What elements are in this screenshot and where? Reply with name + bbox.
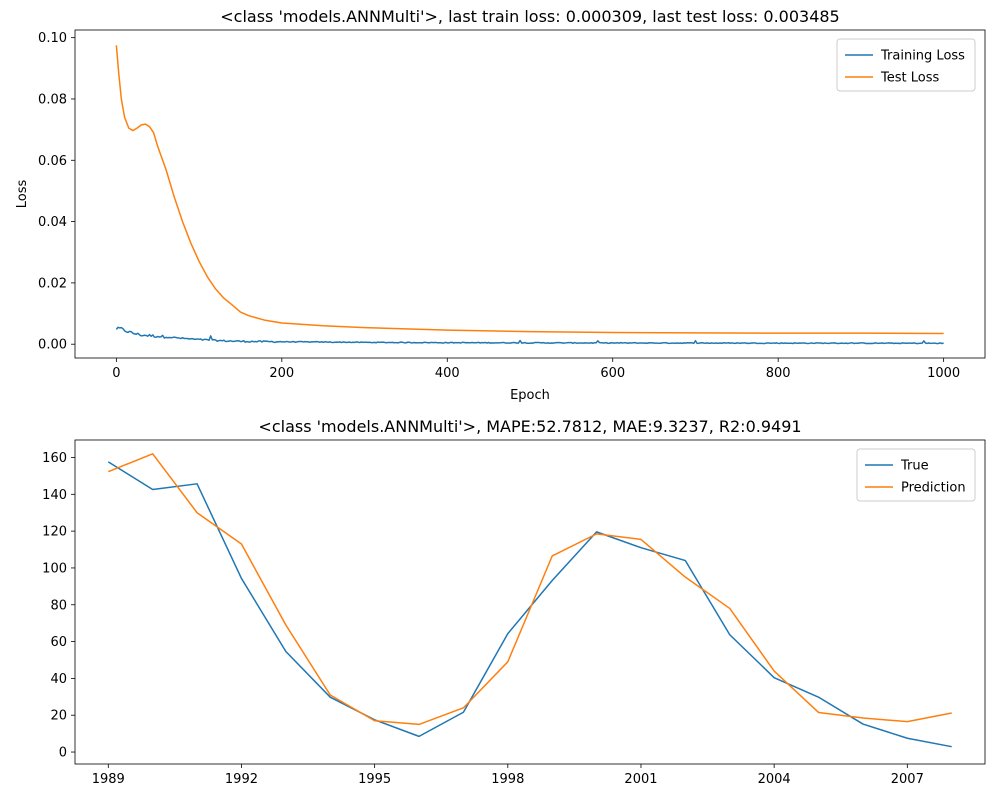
x-tick-label: 2007 — [891, 772, 924, 787]
prediction-axes: <class 'models.ANNMulti'>, MAPE:52.7812,… — [42, 417, 986, 787]
legend-label: Prediction — [901, 481, 966, 496]
series-line-prediction — [108, 453, 952, 726]
y-tick-label: 160 — [42, 451, 67, 466]
y-tick-label: 60 — [50, 635, 67, 650]
legend-box — [836, 38, 976, 92]
x-tick-label: 1992 — [225, 772, 258, 787]
y-tick-label: 20 — [50, 709, 67, 724]
y-tick-label: 40 — [50, 672, 67, 687]
chart-title: <class 'models.ANNMulti'>, MAPE:52.7812,… — [258, 417, 801, 436]
x-axis-label: Epoch — [510, 388, 550, 403]
y-tick-label: 80 — [50, 598, 67, 613]
legend-label: Test Loss — [880, 71, 939, 86]
y-tick-label: 100 — [42, 561, 67, 576]
series-line-test-loss — [115, 45, 944, 335]
x-tick-label: 2001 — [624, 772, 657, 787]
plot-frame — [74, 439, 986, 765]
legend-label: True — [900, 459, 929, 474]
y-tick-label: 0.04 — [38, 215, 67, 230]
x-tick-label: 600 — [600, 366, 625, 381]
y-tick-label: 0.02 — [38, 276, 67, 291]
x-tick-label: 1998 — [491, 772, 524, 787]
x-tick-label: 1000 — [927, 366, 960, 381]
series-line-training-loss — [115, 326, 944, 345]
y-tick-label: 0.08 — [38, 92, 67, 107]
legend-box — [856, 448, 976, 502]
legend: True Prediction — [856, 448, 976, 502]
y-tick-label: 0 — [59, 746, 67, 761]
y-axis-label: Loss — [15, 180, 30, 209]
plot-frame — [74, 29, 986, 359]
x-tick-label: 800 — [766, 366, 791, 381]
y-tick-label: 120 — [42, 525, 67, 540]
x-tick-label: 1995 — [358, 772, 391, 787]
loss-axes: <class 'models.ANNMulti'>, last train lo… — [15, 7, 986, 403]
x-tick-label: 0 — [112, 366, 120, 381]
y-tick-label: 0.06 — [38, 154, 67, 169]
y-tick-label: 140 — [42, 488, 67, 503]
x-tick-label: 2004 — [758, 772, 791, 787]
y-tick-label: 0.00 — [38, 338, 67, 353]
y-tick-label: 0.10 — [38, 31, 67, 46]
x-tick-label: 1989 — [92, 772, 125, 787]
chart-title: <class 'models.ANNMulti'>, last train lo… — [220, 7, 839, 26]
legend: Training Loss Test Loss — [836, 38, 976, 92]
x-tick-label: 200 — [269, 366, 294, 381]
legend-label: Training Loss — [880, 49, 965, 64]
x-tick-label: 400 — [435, 366, 460, 381]
